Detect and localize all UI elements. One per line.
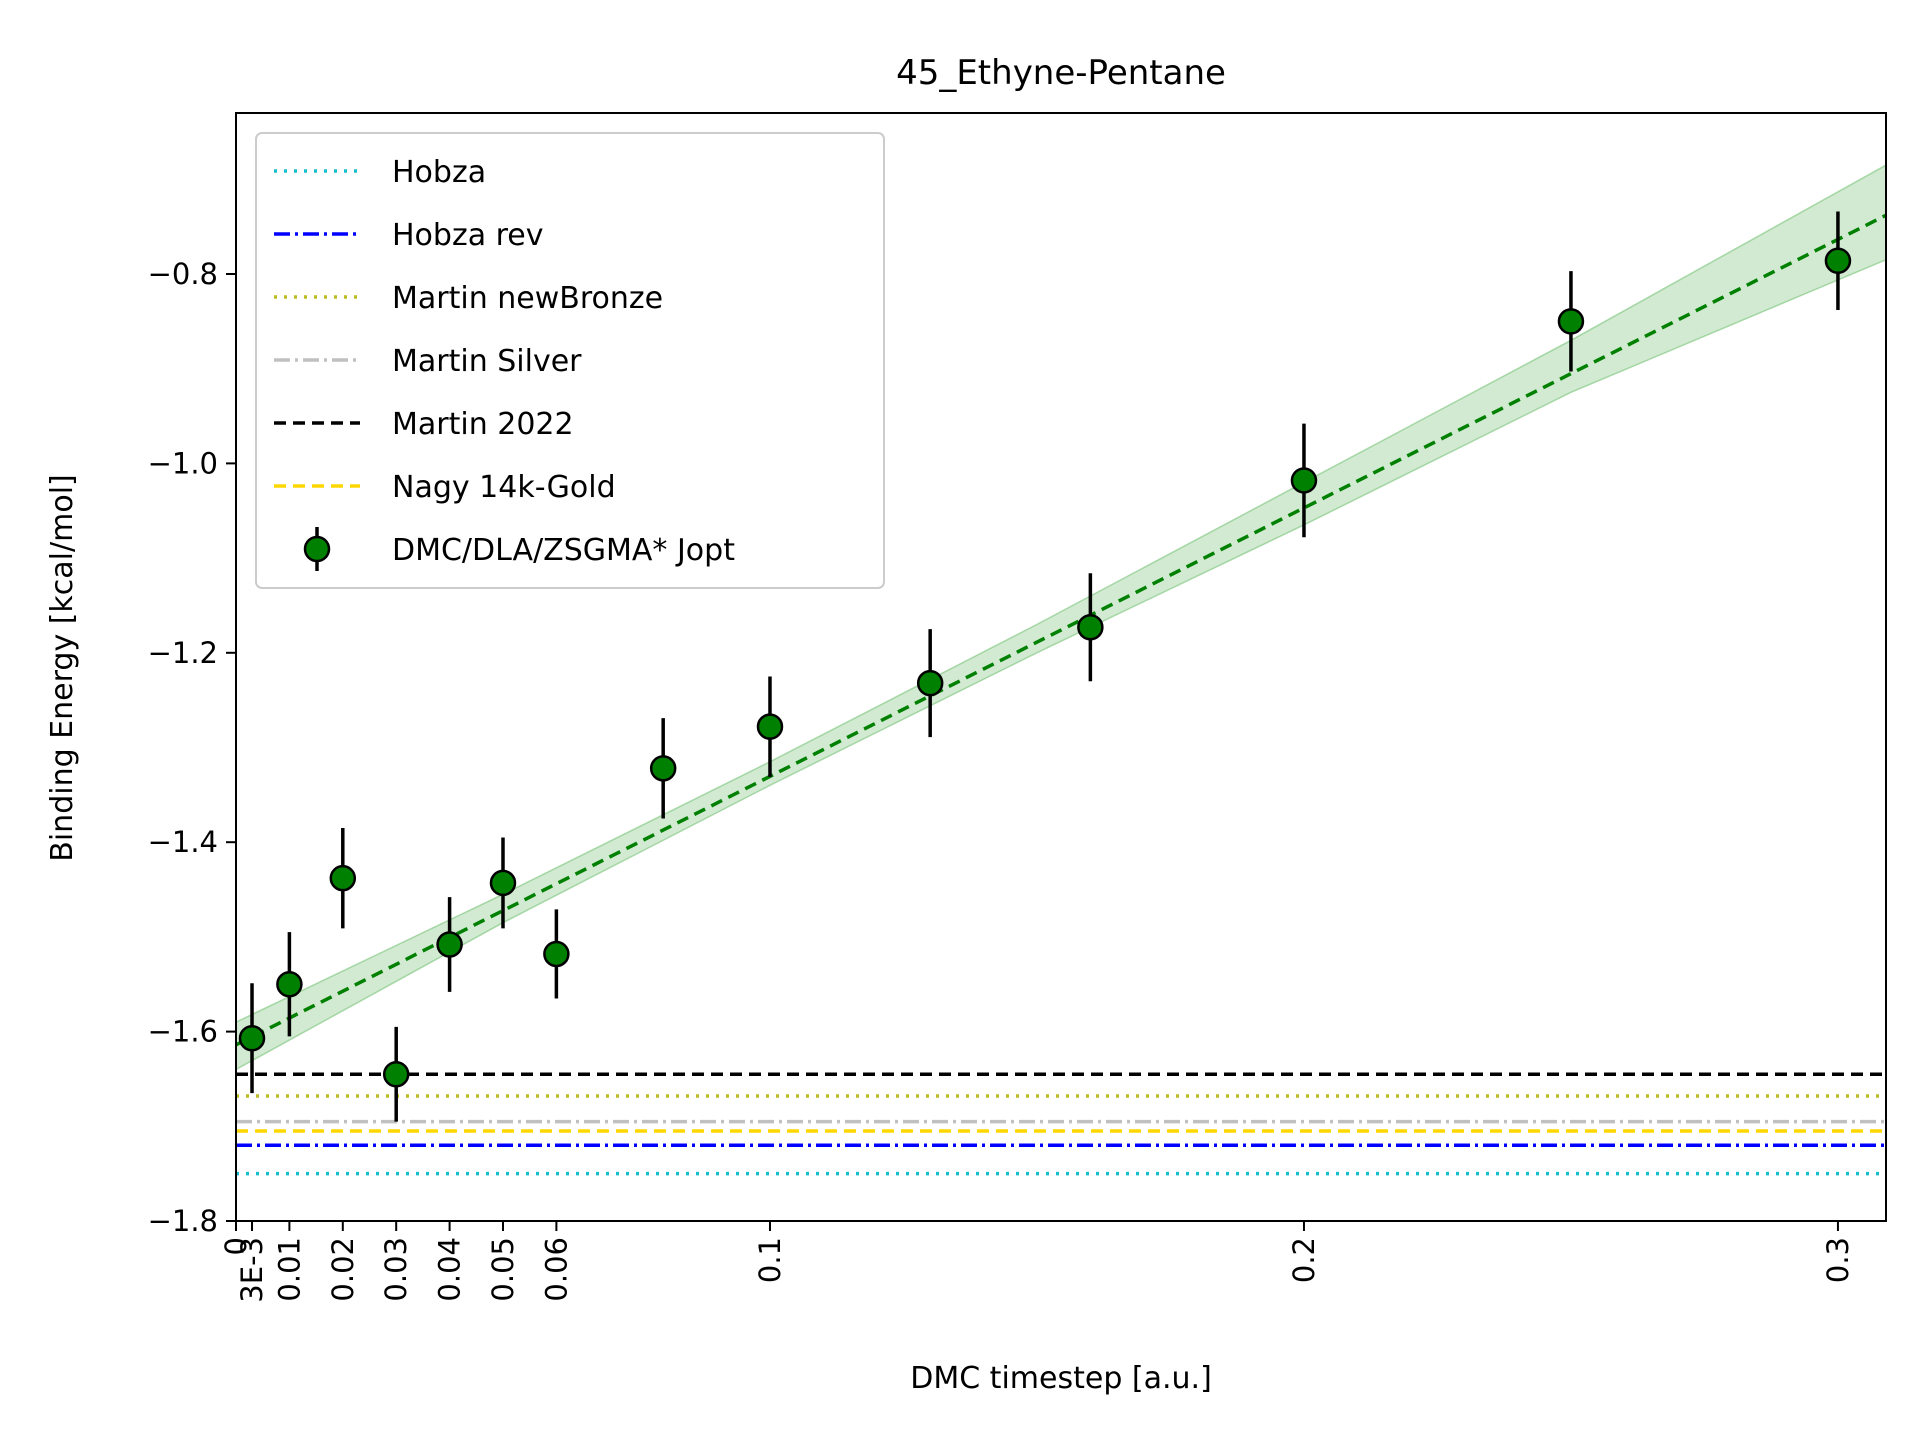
legend-label-3: Martin Silver: [392, 344, 582, 379]
data-points-layer: [238, 211, 1852, 1122]
plot-frame: [235, 112, 1887, 1222]
y-tick-label: −1.6: [148, 1015, 218, 1049]
x-axis-label: DMC timestep [a.u.]: [910, 1361, 1212, 1396]
data-marker: [1077, 613, 1104, 641]
reference-lines-layer: [236, 1072, 1886, 1176]
x-tick-label: 0.05: [486, 1237, 520, 1302]
legend-marker: [303, 535, 331, 563]
data-point-0-2: [329, 827, 357, 929]
legend-label-1: Hobza rev: [392, 218, 544, 253]
fit-line: [235, 213, 1887, 1047]
legend-label-series-0: DMC/DLA/ZSGMA* Jopt: [392, 533, 735, 568]
data-point-0-7: [649, 718, 677, 819]
data-point-0-13: [1824, 211, 1852, 310]
data-marker: [916, 669, 944, 697]
fit-line-layer: [235, 213, 1887, 1047]
data-marker: [382, 1060, 410, 1088]
x-tick-label: 0.06: [539, 1237, 573, 1302]
data-point-0-4: [436, 897, 463, 992]
y-tick-label: −1.0: [148, 446, 218, 480]
x-tick-label: 0: [219, 1237, 253, 1255]
data-point-0-10: [1077, 573, 1104, 682]
legend-label-5: Nagy 14k-Gold: [392, 470, 616, 505]
data-point-0-3: [382, 1026, 410, 1122]
x-tick-label: 0.02: [326, 1237, 360, 1302]
x-tick-label: 0.3: [1821, 1237, 1855, 1283]
chart-title: 45_Ethyne-Pentane: [896, 53, 1226, 93]
data-point-0-5: [489, 837, 517, 929]
y-axis-label: Binding Energy [kcal/mol]: [45, 474, 80, 861]
y-axis-ticks: −0.8 −1.0 −1.2 −1.4 −1.6 −1.8: [148, 257, 236, 1238]
data-point-0-0: [238, 983, 266, 1094]
data-marker: [276, 970, 303, 998]
data-marker: [1824, 247, 1852, 274]
x-axis-ticks: 03E-3 0.01 0.02 0.03 0.04 0.05 0.06 0.1 0.2 0.3: [219, 1221, 1855, 1303]
y-tick-label: −0.8: [148, 257, 218, 291]
data-marker: [1557, 308, 1585, 335]
data-marker: [649, 755, 677, 782]
data-point-0-11: [1290, 423, 1318, 538]
x-tick-label: 0.2: [1287, 1237, 1321, 1283]
data-marker: [1290, 467, 1318, 494]
data-marker: [238, 1024, 266, 1052]
legend: Hobza Hobza rev Martin newBronze Martin Sil…: [255, 132, 885, 589]
legend-label-4: Martin 2022: [392, 407, 574, 442]
y-tick-label: −1.2: [148, 636, 218, 670]
data-point-0-1: [276, 932, 303, 1037]
x-tick-label: 0.04: [433, 1237, 467, 1302]
y-tick-label: −1.8: [148, 1204, 218, 1238]
data-point-0-12: [1557, 271, 1585, 372]
data-marker: [756, 713, 784, 740]
y-tick-label: −1.4: [148, 825, 218, 859]
legend-box: [255, 132, 885, 589]
legend-swatch-series-0: [303, 527, 331, 571]
data-marker: [489, 869, 517, 897]
data-marker: [436, 931, 463, 958]
x-tick-label: 0.1: [753, 1237, 787, 1283]
x-tick-label: 0.01: [272, 1237, 306, 1302]
x-tick-label: 0.03: [379, 1237, 413, 1302]
data-marker: [329, 864, 357, 892]
data-point-0-9: [916, 629, 944, 738]
legend-label-2: Martin newBronze: [392, 281, 663, 316]
data-point-0-6: [543, 909, 570, 999]
data-point-0-8: [756, 676, 784, 777]
x-tick-label: 3E-3: [235, 1237, 269, 1303]
legend-label-0: Hobza: [392, 155, 486, 190]
data-marker: [543, 940, 570, 968]
